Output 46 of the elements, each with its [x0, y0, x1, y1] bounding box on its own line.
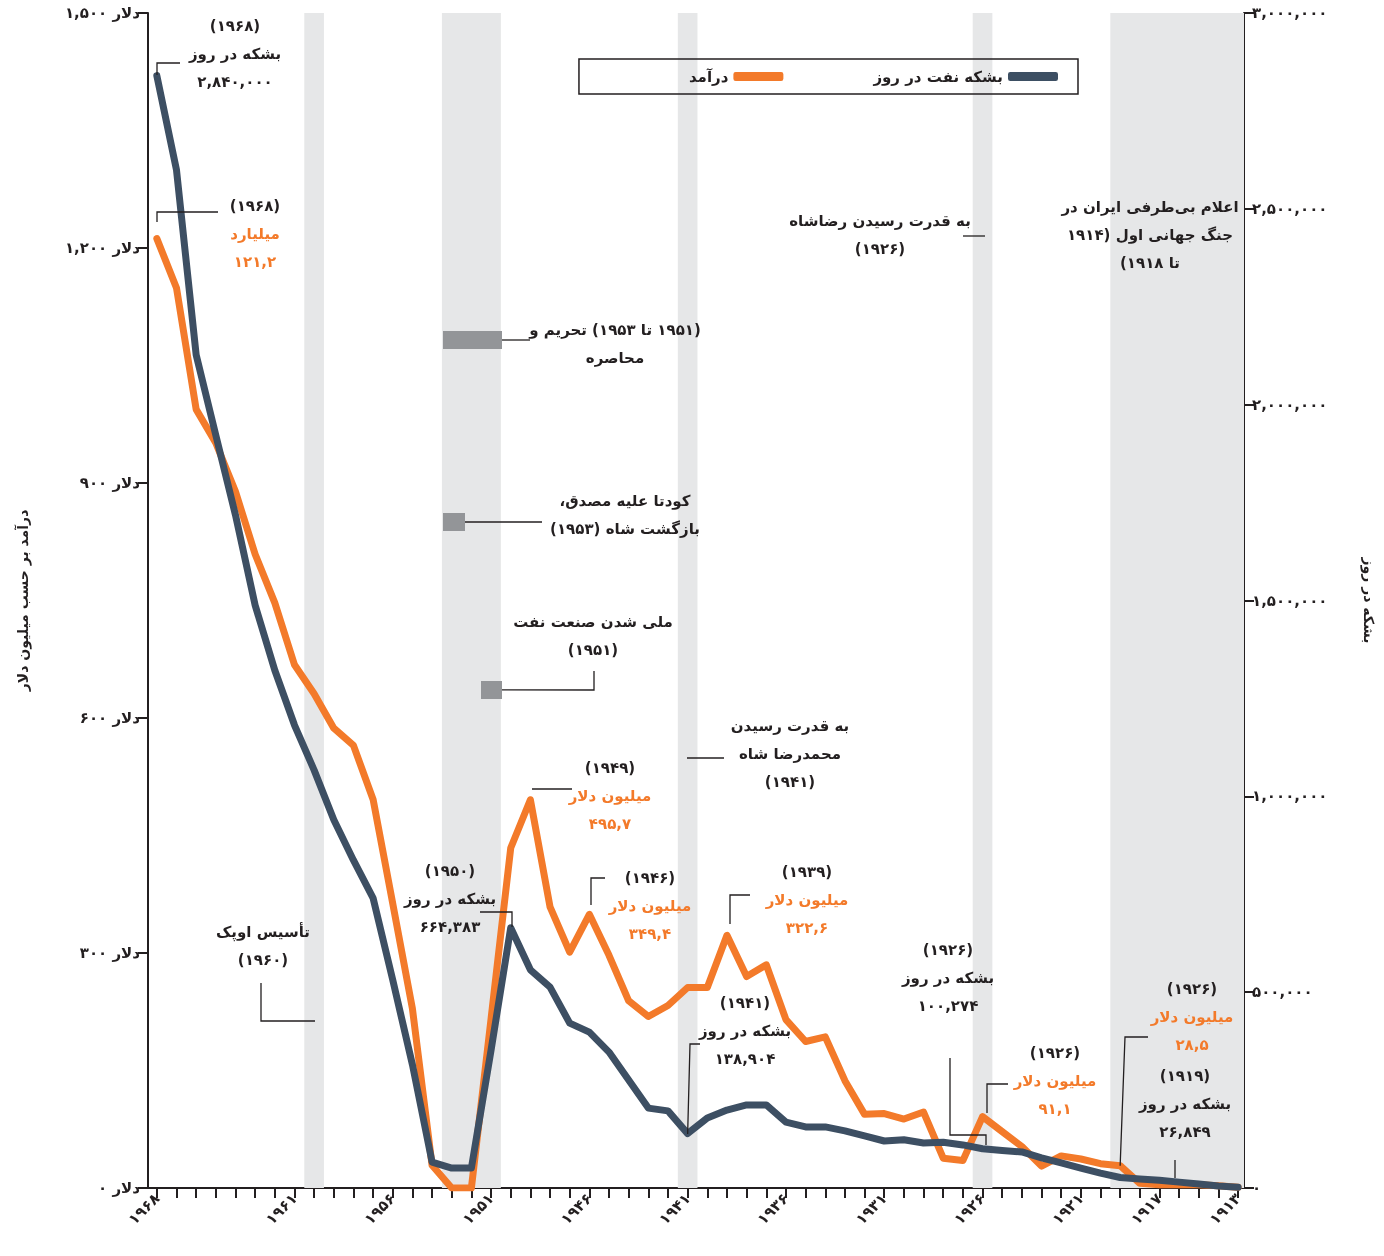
annotation: (۱۹۳۹) میلیون دلار ۳۲۲,۶: [765, 862, 849, 939]
annotation: (۱۹۲۶) میلیون دلار ۹۱,۱: [1013, 1043, 1097, 1120]
x-tick-label: ۱۹۵۶: [360, 1189, 400, 1229]
annotation: (۱۹۴۶) میلیون دلار ۳۴۹,۴: [608, 868, 692, 945]
annotation: کودتا علیه مصدق، بازگشت شاه (۱۹۵۳): [550, 491, 700, 540]
y-tick-label: ۱,۲۰۰ دلار: [64, 239, 141, 257]
x-tick-label: ۱۹۳۶: [753, 1189, 793, 1229]
x-tick-label: ۱۹۲۶: [950, 1189, 989, 1229]
y-tick-label: ۶۰۰ دلار: [79, 709, 141, 727]
annotation: به قدرت رسیدن رضاشاه (۱۹۲۶): [789, 211, 971, 260]
annotation: تأسیس اوپک (۱۹۶۰): [215, 921, 311, 971]
x-tick-label: ۱۹۳۱: [852, 1189, 891, 1229]
annotation: (۱۹۲۶) بشکه در روز ۱۰۰,۲۷۴: [901, 940, 995, 1017]
annotation: (۱۹۱۹) بشکه در روز ۲۶,۸۴۹: [1138, 1066, 1232, 1143]
y-tick-label: ۰ دلار: [98, 1179, 141, 1197]
x-tick-label: ۱۹۴۶: [557, 1189, 596, 1229]
annotation: (۱۹۶۸) بشکه در روز ۲,۸۴۰,۰۰۰: [188, 16, 282, 93]
y2-tick-label: ۲,۰۰۰,۰۰۰: [1252, 395, 1328, 414]
legend-label: بشکه نفت در روز: [872, 67, 1003, 86]
x-tick-label: ۱۹۶۱: [262, 1189, 301, 1229]
annotation: اعلام بی‌طرفی ایران در جنگ جهانی اول (۱۹۱۴ تا ۱۹۱۸): [1061, 197, 1239, 274]
annotation: ملی شدن صنعت نفت (۱۹۵۱): [513, 612, 673, 661]
y-tick-label: ۱,۵۰۰ دلار: [64, 4, 141, 22]
y2-tick-label: ۱,۵۰۰,۰۰۰: [1252, 591, 1328, 610]
x-tick-label: ۱۹۴۱: [655, 1189, 695, 1229]
y-axis-title: درآمد بر حسب میلیون دلار: [14, 509, 32, 693]
x-tick-label: ۱۹۲۱: [1048, 1189, 1088, 1229]
y2-axis-title: بشکه در روز: [1360, 556, 1377, 644]
annotation: (۱۹۲۶) میلیون دلار ۲۸,۵: [1150, 979, 1234, 1056]
annotation: (۱۹۴۹) میلیون دلار ۴۹۵,۷: [568, 758, 652, 835]
y2-tick-label: ۲,۵۰۰,۰۰۰: [1252, 199, 1328, 218]
annotation: (۱۹۶۸) میلیارد ۱۲۱,۲: [229, 196, 281, 273]
x-tick-label: ۱۹۱۳: [1205, 1189, 1245, 1229]
annotation: (۱۹۵۰) بشکه در روز ۶۶۴,۳۸۳: [403, 861, 497, 938]
annotation: (۱۹۴۱) بشکه در روز ۱۳۸,۹۰۴: [698, 993, 792, 1070]
y-tick-label: ۹۰۰ دلار: [79, 474, 141, 492]
annotation: به قدرت رسیدن محمدرضا شاه (۱۹۴۱): [730, 716, 850, 793]
legend-label: درآمد: [688, 67, 729, 86]
y-tick-label: ۳۰۰ دلار: [79, 944, 141, 962]
y2-tick-label: ۱,۰۰۰,۰۰۰: [1252, 787, 1328, 806]
x-tick-label: ۱۹۱۷: [1127, 1189, 1166, 1229]
x-tick-label: ۱۹۵۱: [458, 1189, 498, 1229]
annotation: (۱۹۵۱ تا ۱۹۵۳) تحریم و محاصره: [529, 320, 701, 369]
y2-tick-label: ۰: [1252, 1179, 1262, 1197]
y2-tick-label: ۵۰۰,۰۰۰: [1252, 983, 1313, 1002]
y2-tick-label: ۳,۰۰۰,۰۰۰: [1252, 4, 1328, 22]
